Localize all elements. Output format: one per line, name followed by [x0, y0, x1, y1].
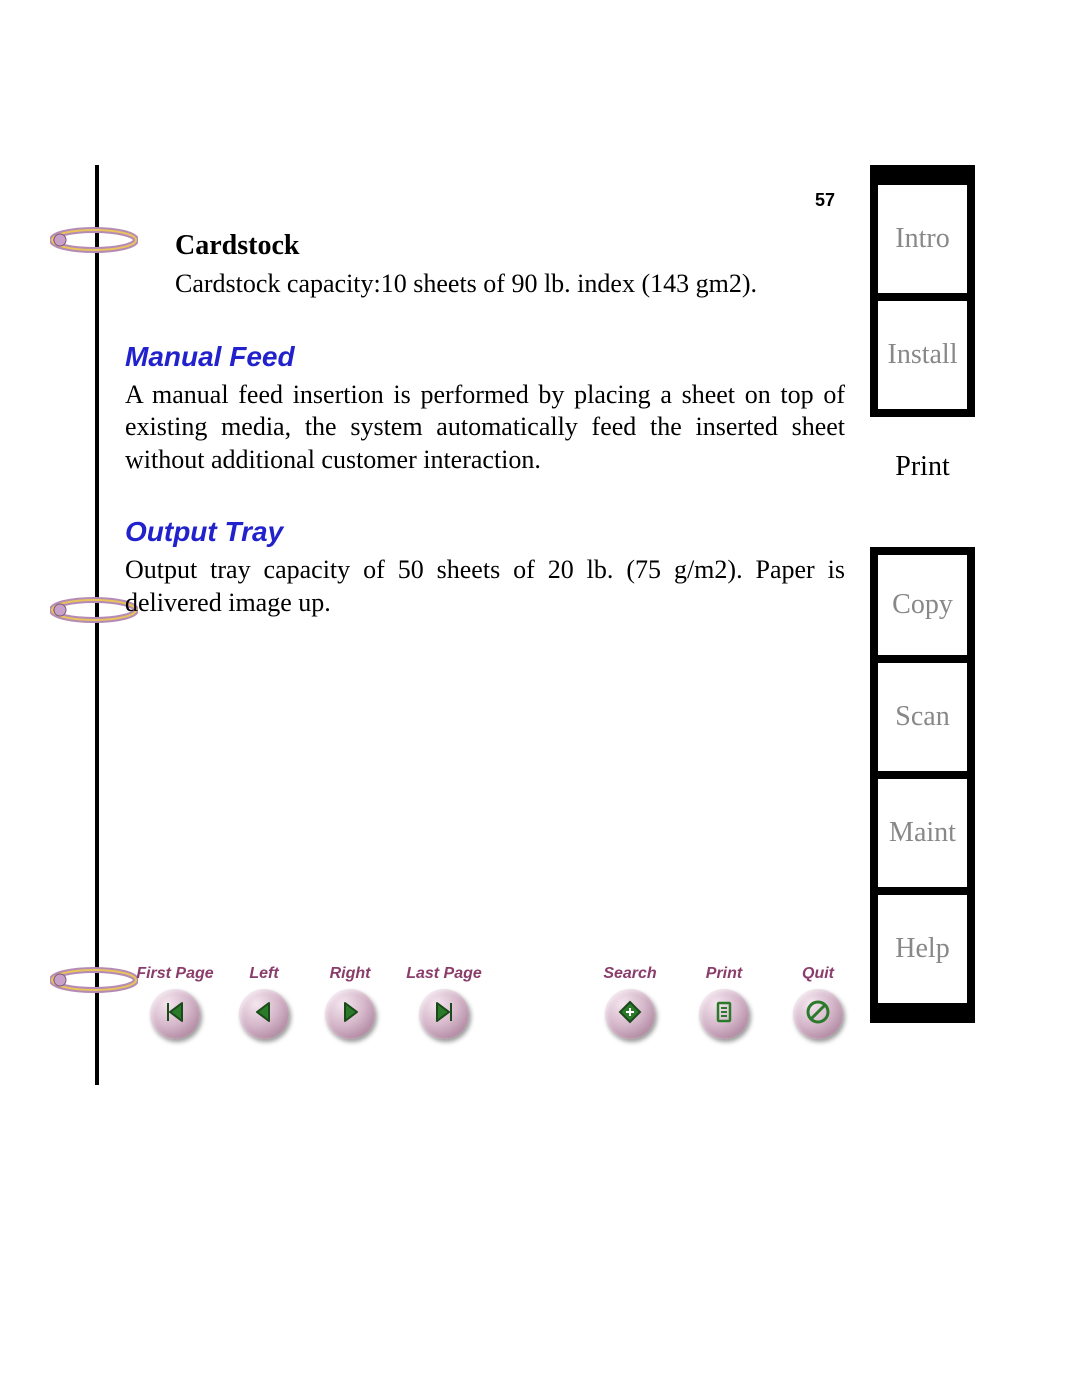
tab-print[interactable]: Print [870, 417, 975, 517]
quit-button[interactable] [793, 989, 843, 1039]
body-manual-feed: A manual feed insertion is performed by … [125, 379, 845, 477]
section-manual-feed: Manual Feed A manual feed insertion is p… [125, 341, 845, 477]
first-page-icon [162, 999, 188, 1030]
tab-intro[interactable]: Intro [870, 185, 975, 301]
tab-maint[interactable]: Maint [870, 779, 975, 895]
nav-label-print: Print [679, 965, 769, 985]
body-output-tray: Output tray capacity of 50 sheets of 20 … [125, 554, 845, 619]
nav-item-left: Left [229, 965, 299, 1039]
right-arrow-icon [337, 999, 363, 1030]
tab-install[interactable]: Install [870, 301, 975, 417]
right-button[interactable] [325, 989, 375, 1039]
tab-rail-bottom [870, 1011, 975, 1023]
page-container: 57 Cardstock Cardstock capacity:10 sheet… [35, 165, 1045, 1085]
nav-label-right: Right [315, 965, 385, 985]
tab-copy[interactable]: Copy [870, 547, 975, 663]
nav-group-left: First Page Left [125, 965, 325, 1039]
nav-label-left: Left [229, 965, 299, 985]
tab-rail-top [870, 165, 975, 185]
nav-label-first-page: First Page [125, 965, 225, 985]
quit-icon [805, 999, 831, 1030]
nav-label-last-page: Last Page [389, 965, 499, 985]
heading-output-tray: Output Tray [125, 516, 845, 548]
first-page-button[interactable] [150, 989, 200, 1039]
search-icon [617, 999, 643, 1030]
section-cardstock: Cardstock Cardstock capacity:10 sheets o… [125, 230, 845, 301]
nav-item-right: Right [315, 965, 385, 1039]
search-button[interactable] [605, 989, 655, 1039]
section-output-tray: Output Tray Output tray capacity of 50 s… [125, 516, 845, 619]
tab-help[interactable]: Help [870, 895, 975, 1011]
nav-label-search: Search [585, 965, 675, 985]
nav-bar: First Page Left Right [125, 965, 865, 1055]
print-button[interactable] [699, 989, 749, 1039]
nav-group-right: Right Last Page [315, 965, 535, 1039]
nav-group-util: Search Print Quit [585, 965, 865, 1039]
page-number: 57 [815, 190, 835, 211]
nav-item-first-page: First Page [125, 965, 225, 1039]
left-button[interactable] [239, 989, 289, 1039]
nav-item-quit: Quit [773, 965, 863, 1039]
body-cardstock: Cardstock capacity:10 sheets of 90 lb. i… [175, 268, 835, 301]
heading-manual-feed: Manual Feed [125, 341, 845, 373]
tab-scan[interactable]: Scan [870, 663, 975, 779]
side-tabs: Intro Install Print Copy Scan Maint Help [870, 165, 990, 1085]
nav-item-print: Print [679, 965, 769, 1039]
content-area: 57 Cardstock Cardstock capacity:10 sheet… [125, 190, 845, 619]
nav-item-last-page: Last Page [389, 965, 499, 1039]
left-arrow-icon [251, 999, 277, 1030]
tab-gap [870, 517, 975, 547]
nav-label-quit: Quit [773, 965, 863, 985]
nav-item-search: Search [585, 965, 675, 1039]
heading-cardstock: Cardstock [175, 230, 845, 262]
last-page-icon [431, 999, 457, 1030]
last-page-button[interactable] [419, 989, 469, 1039]
print-icon [711, 999, 737, 1030]
